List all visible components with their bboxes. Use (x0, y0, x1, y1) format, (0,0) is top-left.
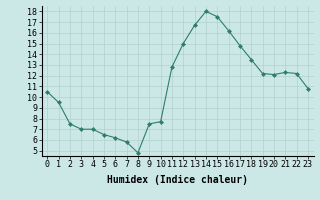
X-axis label: Humidex (Indice chaleur): Humidex (Indice chaleur) (107, 175, 248, 185)
